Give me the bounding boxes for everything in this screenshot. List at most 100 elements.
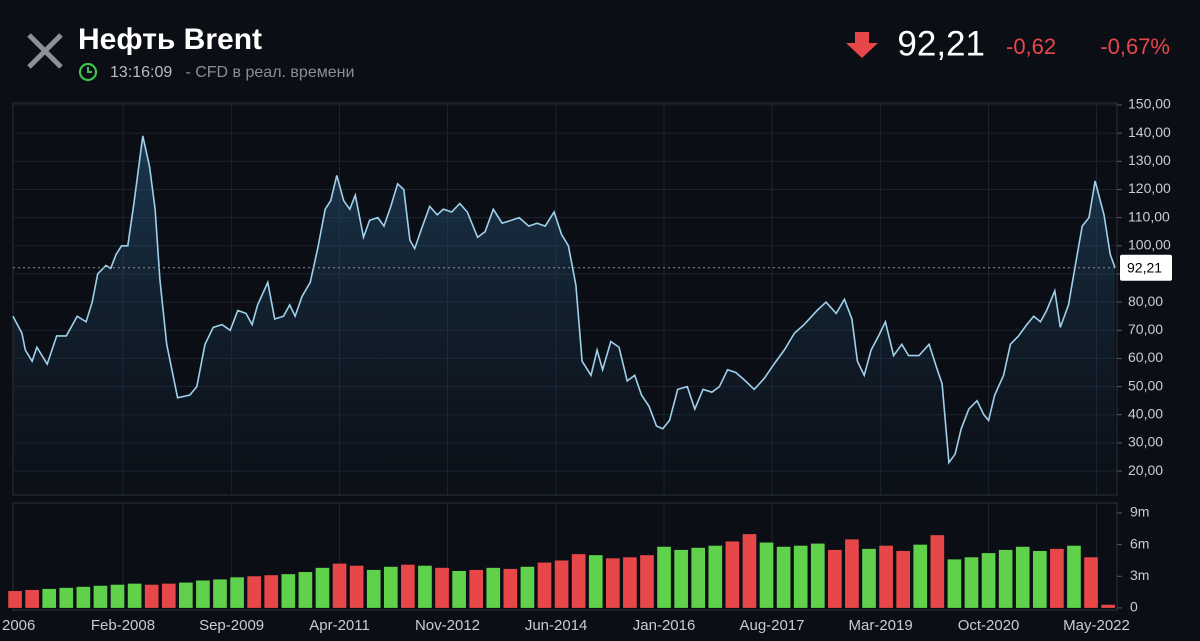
volume-bar [503, 568, 518, 608]
volume-bar [401, 564, 415, 608]
volume-bar [862, 548, 876, 608]
y2-tick-label: 6m [1130, 535, 1149, 551]
volume-bar [896, 550, 910, 608]
volume-bar [520, 566, 535, 608]
price-change: -0,62 [1006, 34, 1056, 59]
y-tick-label: 70,00 [1128, 321, 1163, 337]
y-tick-label: 40,00 [1128, 405, 1163, 421]
volume-bar [708, 545, 723, 608]
close-icon [27, 33, 63, 69]
last-price-badge [1120, 254, 1172, 281]
x-tick-label: Oct-2020 [958, 617, 1020, 634]
y-tick-label: 80,00 [1128, 293, 1163, 309]
volume-bar [1067, 545, 1081, 608]
volume-bar [213, 579, 227, 608]
volume-bar [452, 570, 466, 608]
price-change-percent: -0,67% [1100, 34, 1170, 59]
volume-bar [196, 580, 210, 608]
volume-bar [571, 554, 586, 608]
volume-bar [435, 567, 449, 608]
plot-layer: 2006 Feb-2008 Sep-2009 Apr-2011 Nov-2012 Jun-… [2, 96, 1172, 634]
price-area [13, 135, 1115, 495]
volume-bar [418, 565, 432, 608]
volume-bar [793, 545, 808, 608]
volume-bar [554, 560, 569, 608]
last-price-label: 92,21 [1127, 259, 1162, 275]
price-line [12, 135, 1116, 465]
volume-bar [845, 539, 859, 608]
y-tick-label: 30,00 [1128, 434, 1163, 450]
x-tick-label: Jan-2016 [633, 617, 696, 634]
volume-bar [1084, 557, 1098, 608]
volume-bar [691, 547, 706, 608]
volume-bar [810, 543, 825, 608]
x-tick-label: Apr-2011 [309, 617, 370, 634]
volume-bar [605, 558, 620, 608]
volume-bar [349, 565, 364, 608]
y-tick-label: 50,00 [1128, 377, 1163, 393]
volume-bar [315, 567, 330, 608]
volume-bar [640, 555, 654, 608]
x-tick-label: Nov-2012 [415, 617, 480, 634]
volume-bar [230, 577, 244, 608]
volume-bar [59, 587, 74, 608]
volume-bar [964, 557, 979, 608]
y-tick-label: 110,00 [1128, 208, 1170, 224]
volume-bar [25, 589, 39, 608]
volume-bar [1032, 550, 1047, 608]
subtitle: - CFD в реал. времени [181, 64, 354, 81]
volume-bar [110, 584, 125, 608]
down-arrow-icon [846, 32, 878, 58]
y-tick-label: 20,00 [1128, 462, 1163, 478]
volume-bar [179, 582, 193, 608]
volume-bar [537, 562, 552, 608]
x-tick-label: Mar-2019 [849, 617, 913, 634]
volume-bar [76, 586, 91, 608]
y-tick-label: 150,00 [1128, 96, 1171, 112]
volume-bar [127, 583, 142, 608]
volume-bar [247, 576, 261, 608]
volume-bar [93, 585, 108, 608]
volume-bar [674, 549, 688, 608]
close-button[interactable] [27, 33, 63, 69]
volume-bar [366, 569, 381, 608]
time: 13:16:09 [110, 64, 172, 81]
x-tick-label: Aug-2017 [739, 617, 804, 634]
volume-bar [879, 545, 893, 608]
x-tick-label: Sep-2009 [199, 617, 264, 634]
volume-bar [998, 549, 1013, 608]
x-tick-label: Jun-2014 [525, 617, 588, 634]
volume-bar [8, 591, 22, 608]
volume-bar [725, 541, 740, 608]
volume-bar [913, 544, 928, 608]
volume-bar [776, 546, 791, 608]
volume-bar [42, 588, 57, 608]
instrument-title: Нефть Brent [78, 23, 262, 56]
price: 92,21 [897, 24, 985, 63]
volume-bar [486, 567, 501, 608]
y-tick-label: 60,00 [1128, 349, 1163, 365]
volume-bar [742, 534, 757, 608]
x-tick-label: 2006 [2, 617, 35, 634]
volume-bar [981, 553, 996, 608]
y-tick-label: 140,00 [1128, 124, 1171, 140]
volume-bar [264, 575, 279, 608]
y-tick-label: 130,00 [1128, 152, 1171, 168]
y2-tick-label: 0 [1130, 599, 1138, 615]
volume-bar [1015, 546, 1030, 608]
volume-bar [383, 566, 398, 608]
volume-bar [298, 572, 313, 608]
volume-panel [12, 502, 1118, 611]
volume-bar [1101, 604, 1115, 608]
volume-bar [930, 535, 945, 608]
volume-bar [469, 569, 484, 608]
y2-tick-label: 3m [1130, 567, 1149, 583]
x-tick-label: May-2022 [1063, 617, 1130, 634]
y2-tick-label: 9m [1130, 504, 1149, 520]
volume-bar [947, 559, 962, 608]
volume-bar [759, 542, 774, 608]
volume-bar [144, 584, 159, 608]
volume-bar [623, 557, 637, 608]
